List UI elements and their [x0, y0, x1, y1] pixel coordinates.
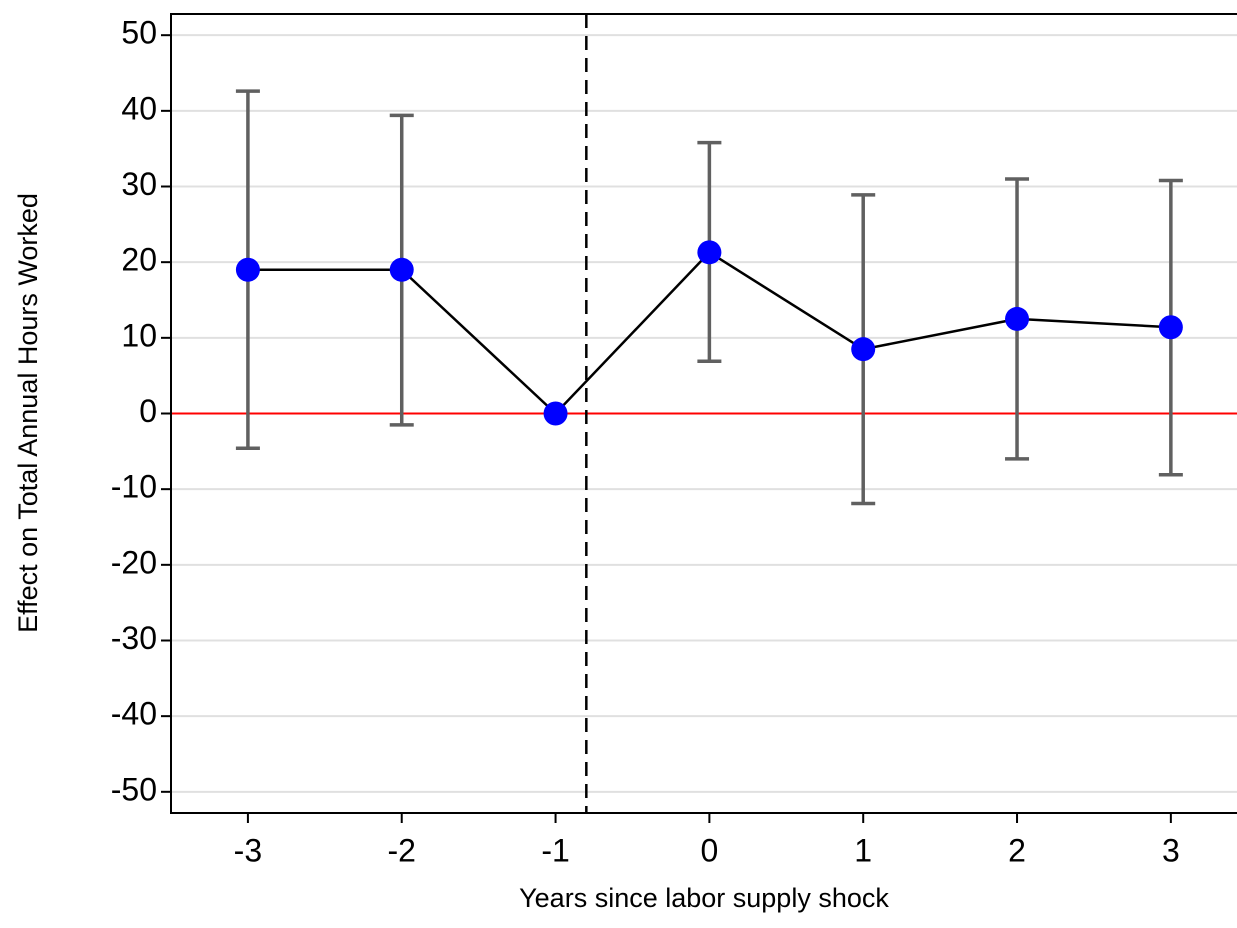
point [851, 337, 876, 362]
point [543, 401, 568, 426]
point [235, 257, 260, 282]
x-tick-label: 0 [700, 832, 718, 868]
x-tick-label: -2 [388, 832, 416, 868]
point [1005, 306, 1030, 331]
y-tick-label: -50 [111, 771, 157, 807]
x-tick-label: 2 [1008, 832, 1026, 868]
y-tick-label: -20 [111, 544, 157, 580]
x-tick-label: 3 [1162, 832, 1180, 868]
y-tick-label: 0 [139, 393, 157, 429]
y-axis-label: Effect on Total Annual Hours Worked [13, 193, 43, 633]
axes-frame [170, 13, 1237, 814]
y-tick-label: -10 [111, 469, 157, 505]
x-tick-label: -1 [541, 832, 569, 868]
x-tick-label: -3 [234, 832, 262, 868]
point [697, 240, 722, 265]
y-tick-label: -40 [111, 696, 157, 732]
x-axis-label: Years since labor supply shock [519, 883, 889, 913]
y-tick-label: 20 [121, 242, 157, 278]
y-tick-label: 50 [121, 15, 157, 51]
y-tick-label: 40 [121, 90, 157, 126]
point [389, 257, 414, 282]
y-tick-label: 10 [121, 317, 157, 353]
point [1158, 315, 1183, 340]
x-tick-label: 1 [854, 832, 872, 868]
y-tick-label: -30 [111, 620, 157, 656]
y-tick-label: 30 [121, 166, 157, 202]
